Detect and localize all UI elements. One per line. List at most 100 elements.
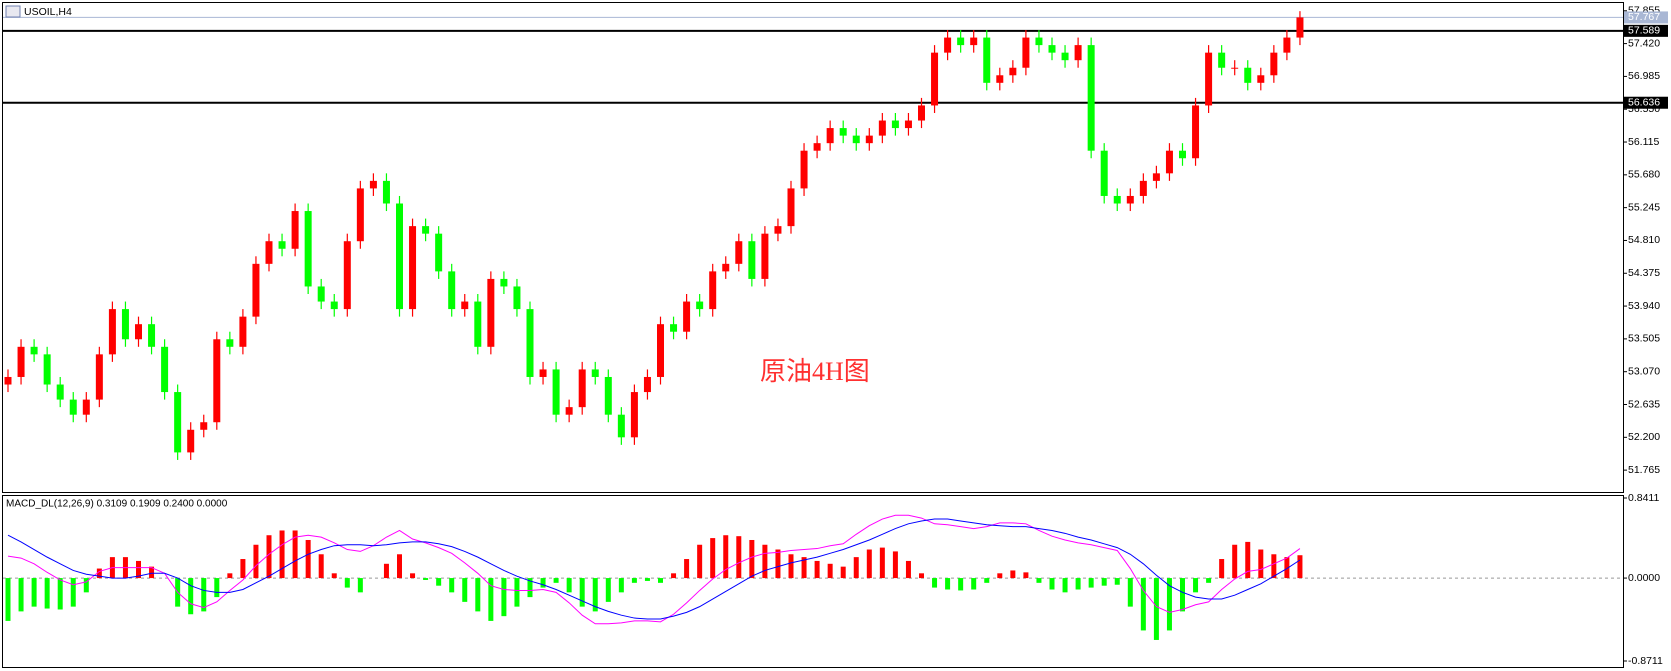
histogram-bar [227,573,233,579]
candle-body [1205,52,1213,106]
candle-body [578,369,586,408]
histogram-bar [814,560,820,579]
histogram-bar [70,578,76,607]
histogram-bar [305,539,311,579]
candle-body [683,301,691,332]
histogram-bar [618,578,624,593]
candle-body [709,271,717,310]
candle-body [904,120,912,129]
y-tick-label: 53.505 [1628,333,1660,345]
candle-body [474,301,482,347]
y-tick-label: 54.810 [1628,234,1660,246]
histogram-bar [958,578,964,591]
y-tick-label: 0.8411 [1628,492,1659,504]
histogram-bar [57,578,63,610]
histogram-bar [1049,578,1055,590]
histogram-bar [1036,578,1042,583]
histogram-bar [827,563,833,579]
candle-body [1126,195,1134,204]
macd-line [7,514,1301,625]
histogram-bar [383,563,389,579]
histogram-bar [344,578,350,588]
histogram-bar [410,573,416,579]
histogram-bar [279,530,285,579]
histogram-bar [149,566,155,579]
histogram-bar [318,554,324,579]
candle-body [1179,150,1186,159]
histogram-bar [540,578,546,588]
candle-body [891,120,899,129]
candle-body [356,188,364,242]
candle-body [865,135,873,144]
histogram-bar [892,551,898,579]
candle-body [487,278,495,347]
candle-body [1022,37,1030,68]
chart-icon [5,5,21,18]
histogram-bar [1180,578,1185,612]
histogram-bar [592,578,598,612]
histogram-bar [96,568,102,579]
histogram-bar [266,535,272,579]
candle-body [931,52,939,106]
histogram-bar [1245,541,1251,579]
y-tick-label: 52.635 [1628,398,1660,410]
macd-title: MACD_DL(12,26,9) 0.3109 0.1909 0.2400 0.… [6,499,228,510]
histogram-bar [514,578,520,607]
candle-body [957,37,965,46]
candle-body [565,407,573,415]
chart-title: USOIL,H4 [24,6,72,18]
candle-body [839,128,847,136]
histogram-bar [527,578,533,598]
histogram-bar [136,560,141,579]
candle-body [30,346,38,355]
histogram-bar [292,530,298,579]
candle-body [526,309,534,377]
candle-body [161,346,169,393]
candle-body [826,128,834,144]
histogram-bar [44,578,50,609]
histogram-bar [631,578,637,583]
y-tick-label: 57.420 [1628,37,1660,49]
histogram-bar [1206,578,1212,583]
y-tick-label: 51.765 [1628,464,1660,476]
histogram-bar [1140,578,1146,631]
price-label-box [1624,24,1668,37]
histogram-bar [905,560,911,579]
annotation: 原油4H图 [760,357,870,386]
histogram-bar [83,578,89,593]
histogram-bar [331,573,337,579]
histogram-bar [31,578,37,607]
histogram-bar [566,578,572,593]
candle-body [1257,75,1265,83]
histogram-bar [553,578,559,583]
histogram-bar [801,557,807,579]
candle-body [56,384,64,400]
candle-body [1087,45,1095,151]
candle-body [787,188,795,227]
candle-body [1139,180,1147,196]
candle-body [996,75,1004,83]
candle-body [748,241,756,279]
candle-body [657,324,664,377]
candle-body [761,233,769,279]
candle-body [95,354,103,400]
candle-body [174,392,182,453]
histogram-bar [1088,578,1094,588]
histogram-bar [1010,570,1016,579]
candle-body [330,301,338,310]
candle-body [500,278,508,287]
candle-body [252,263,260,317]
candle-body [513,286,521,310]
histogram-bar [971,578,977,590]
histogram-bar [1127,578,1133,607]
candle-body [317,286,325,302]
candle-body [435,233,443,272]
candle-body [1074,45,1082,61]
histogram-bar [879,547,885,579]
plot-layer: 57.85557.42056.98556.55056.11555.68055.2… [3,5,1668,667]
candle-body [1231,67,1239,69]
candle-body [409,226,417,310]
histogram-bar [436,578,442,586]
candle-body [552,369,560,415]
